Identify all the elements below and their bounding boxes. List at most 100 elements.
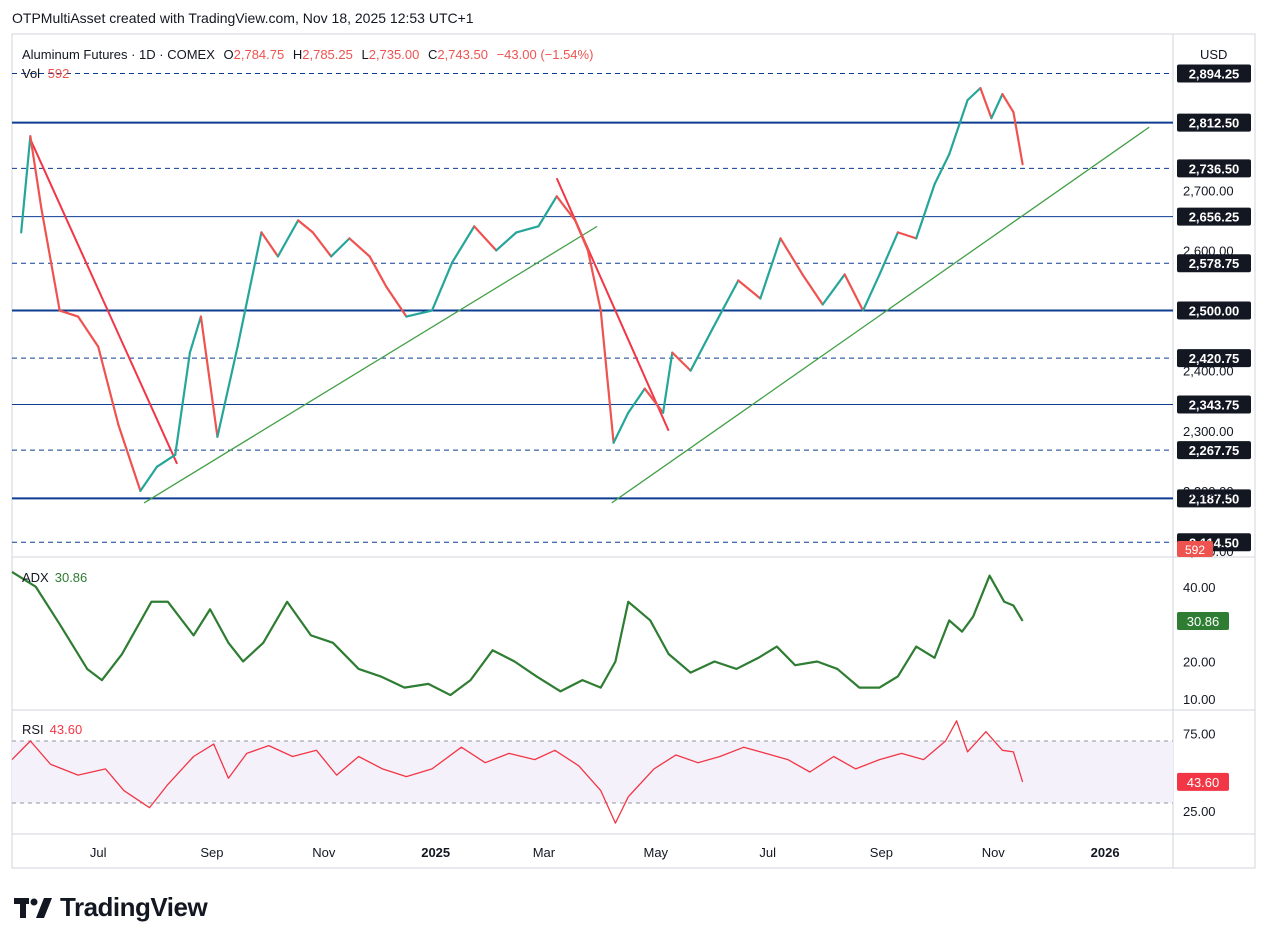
- price-segment-7: [117, 423, 142, 492]
- time-tick-5: May: [643, 845, 668, 860]
- level-label-bg-3: [1177, 207, 1251, 226]
- price-segment-56: [1001, 93, 1015, 114]
- price-segment-4: [58, 309, 80, 318]
- price-path-group: [20, 87, 1024, 492]
- adx-value-badge-bg: [1177, 611, 1229, 630]
- trendline-0: [29, 138, 178, 465]
- trendline-3: [611, 126, 1150, 504]
- price-tick-1: 2,600.00: [1183, 243, 1234, 258]
- price-segment-51: [933, 153, 951, 186]
- level-label-bg-1: [1177, 113, 1251, 132]
- price-segment-28: [515, 225, 540, 234]
- price-segment-35: [627, 387, 646, 414]
- time-tick-1: Sep: [200, 845, 223, 860]
- price-segment-42: [759, 237, 782, 300]
- currency-label[interactable]: USD: [1200, 47, 1227, 62]
- price-segment-46: [843, 273, 865, 312]
- price-tick-3: 2,300.00: [1183, 424, 1234, 439]
- price-segment-5: [76, 315, 100, 348]
- price-tick-2: 2,400.00: [1183, 364, 1234, 379]
- price-segment-22: [385, 285, 408, 318]
- level-label-3: 2,656.25: [1189, 210, 1240, 225]
- price-segment-34: [612, 411, 630, 444]
- level-label-bg-5: [1177, 301, 1251, 320]
- price-segment-44: [801, 273, 824, 306]
- price-segment-27: [495, 231, 518, 252]
- chart-frame: [11, 33, 1256, 869]
- levels-group: 2,894.25 2,812.50 2,736.50 2,656.25 2,578.75…: [12, 64, 1251, 552]
- level-label-6: 2,420.75: [1189, 351, 1240, 366]
- price-segment-21: [368, 255, 388, 288]
- level-label-bg-7: [1177, 395, 1251, 414]
- price-segment-39: [689, 327, 714, 372]
- adx-pane: 40.00 20.00 10.00 30.86 ADX 30.86: [11, 570, 1229, 707]
- price-segment-53: [966, 87, 982, 102]
- time-tick-0: Jul: [90, 845, 107, 860]
- price-segment-19: [330, 237, 351, 258]
- rsi-band-fill: [12, 741, 1173, 803]
- price-segment-18: [311, 231, 333, 258]
- level-label-bg-0: [1177, 64, 1251, 83]
- rsi-value-badge-bg: [1177, 772, 1229, 791]
- rsi-legend: RSI 43.60: [22, 722, 82, 737]
- level-label-bg-8: [1177, 441, 1251, 460]
- level-label-8: 2,267.75: [1189, 443, 1240, 458]
- price-segment-13: [216, 345, 239, 438]
- price-segment-37: [662, 351, 674, 414]
- time-axis: Jul Sep Nov 2025 Mar May Jul Sep Nov 2026 592: [90, 541, 1213, 860]
- attribution-header: OTPMultiAsset created with TradingView.c…: [12, 10, 474, 26]
- price-segment-57: [1012, 111, 1024, 166]
- price-segment-55: [990, 93, 1004, 120]
- level-label-bg-4: [1177, 254, 1251, 273]
- price-segment-40: [711, 279, 740, 330]
- price-segment-6: [97, 345, 120, 426]
- volume-legend: Vol 592: [22, 66, 69, 81]
- price-segment-50: [915, 183, 936, 240]
- price-segment-2: [29, 135, 43, 210]
- tradingview-wordmark: TradingView: [60, 892, 208, 922]
- price-segment-10: [174, 351, 192, 456]
- price-segment-41: [737, 279, 762, 300]
- price-segment-30: [555, 195, 577, 222]
- price-segment-20: [348, 237, 371, 258]
- rsi-value-badge: 43.60: [1187, 775, 1220, 790]
- level-label-1: 2,812.50: [1189, 116, 1240, 131]
- price-segment-26: [473, 225, 498, 252]
- price-segment-17: [297, 219, 314, 234]
- tradingview-logo: TradingView: [14, 892, 208, 923]
- price-segment-8: [139, 465, 158, 492]
- rsi-tick-1: 25.00: [1183, 804, 1216, 819]
- level-label-7: 2,343.75: [1189, 397, 1240, 412]
- price-segment-31: [573, 219, 590, 252]
- trendline-1: [143, 225, 598, 504]
- price-segment-9: [155, 453, 177, 468]
- price-tick-4: 2,200.00: [1183, 484, 1234, 499]
- adx-value-badge: 30.86: [1187, 614, 1220, 629]
- time-tick-8: Nov: [982, 845, 1006, 860]
- level-label-bg-2: [1177, 159, 1251, 178]
- price-segment-32: [586, 249, 602, 312]
- price-segment-24: [430, 261, 454, 312]
- price-segment-47: [861, 273, 881, 312]
- price-segment-1: [20, 135, 32, 234]
- price-segment-38: [671, 351, 692, 372]
- price-ticks-group: 2,700.00 2,600.00 2,400.00 2,300.00 2,200.00…: [1183, 183, 1234, 559]
- price-segment-14: [236, 231, 263, 348]
- rsi-tick-0: 75.00: [1183, 726, 1216, 741]
- price-segment-16: [276, 219, 300, 258]
- time-tick-7: Sep: [870, 845, 893, 860]
- price-segment-52: [948, 99, 969, 156]
- level-label-0: 2,894.25: [1189, 67, 1240, 82]
- level-label-4: 2,578.75: [1189, 256, 1240, 271]
- rsi-pane: 75.00 25.00 43.60 RSI 43.60: [11, 720, 1229, 824]
- time-tick-3: 2025: [421, 845, 450, 860]
- adx-tick-2: 10.00: [1183, 692, 1216, 707]
- time-tick-6: Jul: [759, 845, 776, 860]
- price-segment-3: [40, 207, 61, 312]
- adx-legend: ADX 30.86: [22, 570, 87, 585]
- level-label-bg-6: [1177, 349, 1251, 368]
- price-segment-29: [537, 195, 558, 228]
- rsi-line: [11, 720, 1024, 824]
- legend-line: Aluminum Futures · 1D · COMEX O2,784.75 …: [22, 47, 593, 62]
